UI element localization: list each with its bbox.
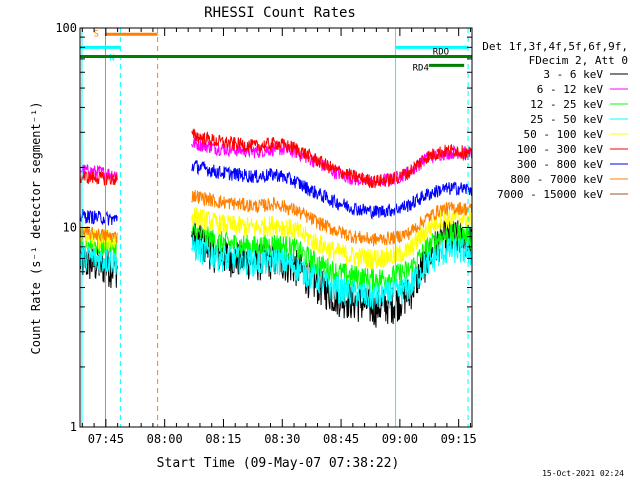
legend-entry-label: 300 - 800 keV xyxy=(517,158,603,171)
legend-entry-label: 3 - 6 keV xyxy=(543,68,603,81)
legend-entry-label: 6 - 12 keV xyxy=(537,83,604,96)
x-tick-label: 08:00 xyxy=(147,432,183,446)
series-line-6-12kev-seg2 xyxy=(191,137,473,188)
y-tick-label: 10 xyxy=(63,221,77,235)
series-line-100-300kev-seg1 xyxy=(79,169,118,186)
x-tick-label: 08:30 xyxy=(264,432,300,446)
x-axis-label: Start Time (09-May-07 07:38:22) xyxy=(157,456,400,471)
legend-entry-label: 25 - 50 keV xyxy=(530,113,603,126)
x-tick-label: 09:15 xyxy=(441,432,477,446)
legend-entry-label: 100 - 300 keV xyxy=(517,143,603,156)
marker-bar-label-n: N xyxy=(109,53,114,63)
legend-entry-label: 50 - 100 keV xyxy=(524,128,604,141)
series-layer xyxy=(79,127,473,328)
series-line-3-6kev-seg2 xyxy=(191,219,473,328)
marker-bar-label-rd4: RD4 xyxy=(413,63,429,73)
axes-layer: 07:45 08:00 08:15 08:30 08:45 09:00 09:15 1 10 10… xyxy=(55,21,476,446)
marker-bar-label-rdo: RDO xyxy=(433,47,449,57)
series-line-6-12kev-seg1 xyxy=(79,164,118,181)
series-line-800-7000kev-seg2 xyxy=(191,190,473,247)
legend-entry-label: 12 - 25 keV xyxy=(530,98,603,111)
chart-title: RHESSI Count Rates xyxy=(204,5,356,21)
footer-timestamp: 15-Oct-2021 02:24 xyxy=(542,469,624,478)
marker-bar-label-s: S xyxy=(93,29,98,39)
y-tick-label: 100 xyxy=(55,21,77,35)
legend-entry-label: 800 - 7000 keV xyxy=(510,173,603,186)
marker-layer: S N RDO RD4 xyxy=(80,28,472,427)
series-line-300-800kev-seg1 xyxy=(79,209,118,226)
series-line-100-300kev-seg2 xyxy=(191,127,473,189)
x-tick-label: 08:45 xyxy=(323,432,359,446)
series-line-300-800kev-seg2 xyxy=(191,160,473,220)
x-tick-label: 09:00 xyxy=(382,432,418,446)
x-tick-label: 07:45 xyxy=(88,432,124,446)
legend: Det 1f,3f,4f,5f,6f,9f,FDecim 2, Att 03 -… xyxy=(482,40,628,201)
legend-header-line-1: Det 1f,3f,4f,5f,6f,9f, xyxy=(482,40,628,53)
x-tick-label: 08:15 xyxy=(205,432,241,446)
legend-header-line-2: FDecim 2, Att 0 xyxy=(529,54,628,67)
series-line-25-50kev-seg2 xyxy=(191,234,473,310)
series-line-800-7000kev-seg1 xyxy=(79,225,118,243)
legend-entry-label: 7000 - 15000 keV xyxy=(497,188,603,201)
series-line-25-50kev-seg1 xyxy=(79,244,118,275)
y-tick-label: 1 xyxy=(70,420,77,434)
series-line-12-25kev-seg1 xyxy=(79,229,118,260)
y-axis-label: Count Rate (s⁻¹ detector segment⁻¹) xyxy=(29,102,43,355)
series-line-50-100kev-seg2 xyxy=(191,206,473,270)
